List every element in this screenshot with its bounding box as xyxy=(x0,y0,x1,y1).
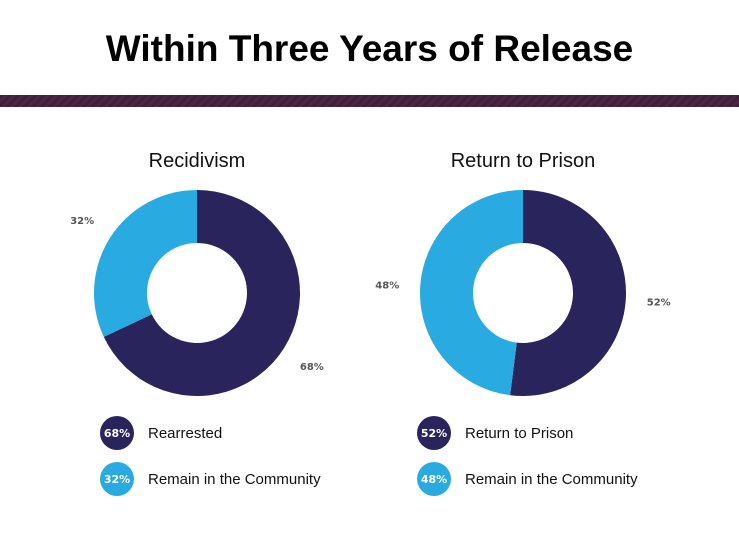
legend-label-rearrested: Rearrested xyxy=(148,424,223,442)
legend-badge-return-to-prison: 52% xyxy=(417,416,451,450)
slice-label-remain-community-1: 32% xyxy=(70,216,94,227)
donut-slice-remain-community-1 xyxy=(93,190,197,337)
slide-title: Within Three Years of Release xyxy=(105,28,634,69)
legend-item-remain-community-2: 48% Remain in the Community xyxy=(417,462,638,496)
slice-label-return-to-prison: 52% xyxy=(647,298,671,309)
donut-slice-rearrested xyxy=(103,190,300,396)
donut-slice-remain-community-2 xyxy=(419,190,523,396)
legend-item-return-to-prison: 52% Return to Prison xyxy=(417,416,573,450)
legend-label-return-to-prison: Return to Prison xyxy=(465,424,574,442)
slice-label-rearrested: 68% xyxy=(300,362,324,373)
legend-badge-remain-community-1: 32% xyxy=(100,462,134,496)
donut-slice-return-to-prison xyxy=(510,190,626,396)
legend-badge-rearrested: 68% xyxy=(100,416,134,450)
legend-label-remain-community-1: Remain in the Community xyxy=(148,470,321,488)
legend-label-remain-community-2: Remain in the Community xyxy=(465,470,638,488)
legend-item-remain-community-1: 32% Remain in the Community xyxy=(100,462,321,496)
legend-badge-remain-community-2: 48% xyxy=(417,462,451,496)
slice-label-remain-community-2: 48% xyxy=(375,280,399,291)
chart-title-return-to-prison: Return to Prison xyxy=(450,150,596,172)
divider-bar xyxy=(0,95,739,107)
chart-title-recidivism: Recidivism xyxy=(148,150,246,172)
legend-item-rearrested: 68% Rearrested xyxy=(100,416,222,450)
